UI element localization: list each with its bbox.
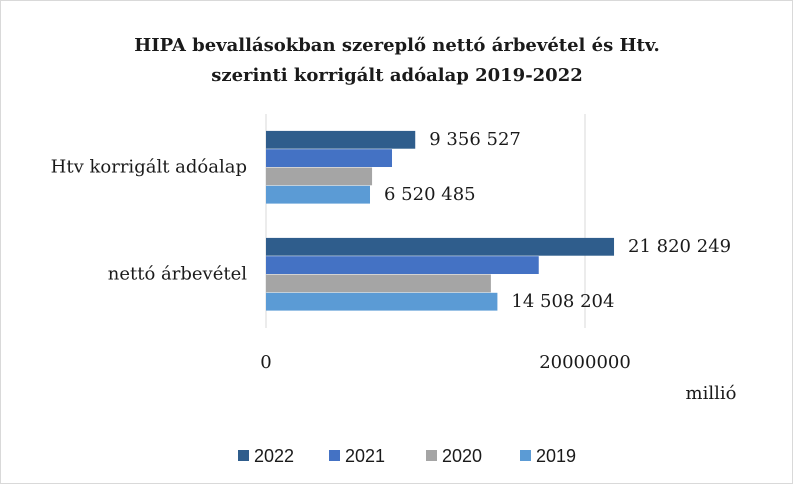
category-label: Htv korrigált adóalap — [51, 157, 247, 178]
bar — [266, 274, 491, 293]
legend-swatch — [520, 450, 531, 461]
legend-label: 2019 — [536, 446, 576, 466]
bar — [266, 185, 371, 204]
x-tick-label: 20000000 — [539, 352, 631, 373]
legend-label: 2022 — [254, 446, 294, 466]
value-label: 9 356 527 — [429, 129, 521, 150]
bar — [266, 292, 498, 311]
legend-label: 2021 — [345, 446, 385, 466]
value-label: 21 820 249 — [628, 236, 731, 257]
bar — [266, 149, 393, 167]
value-label: 6 520 485 — [384, 184, 476, 205]
bar — [266, 237, 615, 256]
x-tick-label: 0 — [260, 352, 271, 373]
bar — [266, 167, 373, 186]
category-label: nettó árbevétel — [108, 264, 247, 285]
x-axis-label: millió — [686, 383, 737, 404]
bar — [266, 130, 416, 149]
legend-swatch — [426, 450, 437, 461]
legend-label: 2020 — [442, 446, 482, 466]
legend-swatch — [238, 450, 249, 461]
value-label: 14 508 204 — [511, 291, 614, 312]
chart-title: HIPA bevallásokban szereplő nettó árbevé… — [134, 35, 660, 86]
legend-swatch — [329, 450, 340, 461]
bar — [266, 256, 539, 274]
